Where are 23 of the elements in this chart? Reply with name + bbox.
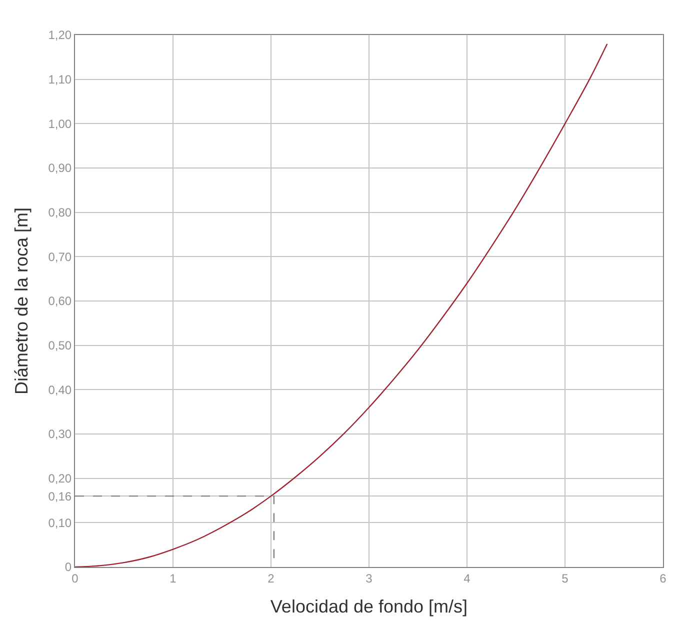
- y-tick-label: 0,30: [48, 427, 72, 442]
- y-tick-label: 0,50: [48, 338, 72, 353]
- x-axis-title: Velocidad de fondo [m/s]: [270, 596, 468, 616]
- y-tick-label: 0,90: [48, 161, 72, 176]
- x-tick-label: 6: [660, 571, 667, 586]
- x-tick-label: 4: [464, 571, 471, 586]
- y-tick-label: 0,70: [48, 250, 72, 264]
- x-tick-label: 3: [366, 571, 373, 586]
- y-tick-label: 1,20: [48, 28, 72, 42]
- y-tick-label: 0,10: [48, 516, 72, 530]
- y-tick-label: 0,16: [48, 489, 72, 504]
- y-tick-label: 0,40: [48, 382, 72, 397]
- y-axis-title: Diámetro de la roca [m]: [11, 207, 32, 395]
- y-tick-label: 0,20: [48, 472, 72, 486]
- line-series: [75, 43, 608, 567]
- x-tick-label: 5: [562, 571, 569, 586]
- y-tick-label: 0,80: [48, 206, 72, 220]
- x-tick-label: 1: [170, 571, 177, 586]
- y-tick-label: 1,10: [48, 72, 72, 87]
- y-tick-label: 0: [64, 560, 72, 574]
- x-tick-label: 2: [268, 571, 275, 586]
- y-tick-label: 1,00: [48, 116, 72, 131]
- y-tick-label: 0,60: [48, 294, 72, 308]
